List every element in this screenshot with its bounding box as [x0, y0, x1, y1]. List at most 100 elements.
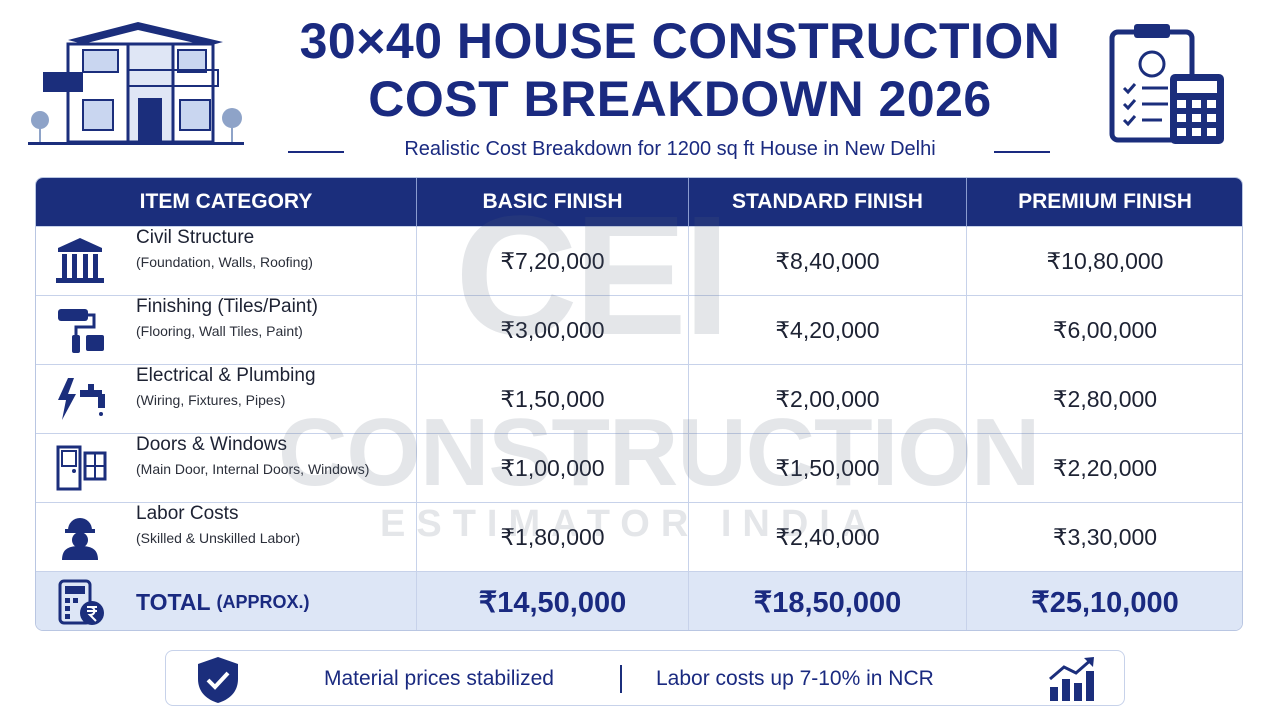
icon-shape [83, 254, 88, 278]
icon-shape [68, 518, 92, 530]
icon-shape [1192, 114, 1201, 122]
icon-shape [58, 238, 102, 248]
total-label: TOTAL [136, 588, 211, 615]
icon-shape [1177, 114, 1186, 122]
icon-shape [198, 657, 238, 703]
cost-cell: ₹1,50,000 [689, 434, 967, 503]
icon-shape [1207, 128, 1216, 136]
icon-shape [65, 529, 95, 533]
icon-shape [72, 335, 80, 353]
icon-shape [65, 606, 70, 611]
icon-shape [1122, 83, 1137, 127]
icon-shape [1086, 671, 1094, 701]
icon-shape [1207, 100, 1216, 108]
item-name: Doors & Windows [136, 434, 287, 455]
icon-shape [62, 254, 67, 278]
item-detail: (Flooring, Wall Tiles, Paint) [136, 323, 303, 339]
item-name: Finishing (Tiles/Paint) [136, 296, 318, 317]
item-detail: (Main Door, Internal Doors, Windows) [136, 461, 370, 477]
icon-shape [222, 108, 242, 128]
footer-note: Material prices stabilized [324, 667, 554, 690]
cost-cell: ₹6,00,000 [967, 296, 1242, 365]
column-header: BASIC FINISH [417, 178, 689, 227]
icon-shape [61, 450, 77, 467]
icon-shape [1049, 657, 1093, 681]
item-name: Electrical & Plumbing [136, 365, 316, 386]
icon-shape [1177, 81, 1217, 93]
item-detail: (Foundation, Walls, Roofing) [136, 254, 313, 270]
icon-shape [62, 546, 98, 560]
cost-cell: ₹2,00,000 [689, 365, 967, 434]
item-cell: Electrical & Plumbing (Wiring, Fixtures, … [36, 365, 417, 434]
icon-shape [88, 384, 94, 392]
footer-box: Material prices stabilized Labor costs u… [165, 650, 1125, 706]
row-icon [56, 238, 104, 283]
icon-shape [58, 309, 88, 321]
cost-cell: ₹1,80,000 [417, 503, 689, 572]
item-name: Labor Costs [136, 503, 239, 524]
cost-cell: ₹2,20,000 [967, 434, 1242, 503]
icon-shape [231, 124, 233, 142]
footer-divider [620, 665, 622, 693]
item-cell: Labor Costs (Skilled & Unskilled Labor) [36, 503, 417, 572]
column-header: PREMIUM FINISH [967, 178, 1242, 227]
total-cost-cell: ₹25,10,000 [967, 572, 1242, 630]
icon-shape [72, 254, 77, 278]
item-cell: Finishing (Tiles/Paint) (Flooring, Wall T… [36, 296, 417, 365]
cost-cell: ₹3,00,000 [417, 296, 689, 365]
cost-cell: ₹1,00,000 [417, 434, 689, 503]
column-header: ITEM CATEGORY [36, 178, 417, 227]
cost-table: ITEM CATEGORY BASIC FINISH STANDARD FINISH… [35, 177, 1243, 631]
title-line: COST BREAKDOWN 2026 [368, 71, 992, 127]
icon-shape [65, 598, 78, 619]
subtitle: Realistic Cost Breakdown for 1200 sq ft … [290, 138, 1050, 161]
title-line: 30×40 HOUSE CONSTRUCTION [299, 13, 1061, 69]
row-icon [56, 445, 107, 491]
icon-shape [87, 606, 97, 622]
item-detail: (Skilled & Unskilled Labor) [136, 530, 301, 546]
icon-shape [1207, 114, 1216, 122]
icon-shape [56, 445, 82, 491]
icon-shape [39, 125, 41, 142]
icon-shape [58, 248, 102, 252]
subtitle-text: Realistic Cost Breakdown for 1200 sq ft … [392, 138, 948, 161]
icon-shape [65, 598, 70, 603]
row-icon [58, 309, 104, 353]
subtitle-rule [994, 151, 1050, 153]
icon-shape [1142, 86, 1168, 122]
icon-shape [86, 335, 104, 351]
cost-cell: ₹2,80,000 [967, 365, 1242, 434]
icon-shape [82, 49, 119, 73]
icon-shape [1177, 128, 1186, 136]
total-cost-cell: ₹18,50,000 [689, 572, 967, 630]
icon-shape [74, 313, 96, 335]
icon-shape [1084, 657, 1094, 667]
cost-cell: ₹8,40,000 [689, 227, 967, 296]
footer-note: Labor costs up 7-10% in NCR [656, 667, 934, 690]
item-detail: (Wiring, Fixtures, Pipes) [136, 392, 286, 408]
icon-shape [58, 378, 76, 420]
icon-shape [127, 69, 219, 87]
icon-shape [68, 22, 223, 46]
icon-shape [1134, 24, 1170, 38]
icon-shape [1177, 100, 1216, 136]
column-header: STANDARD FINISH [689, 178, 967, 227]
cost-cell: ₹7,20,000 [417, 227, 689, 296]
growth-icon [1049, 657, 1094, 701]
house-illustration [28, 22, 244, 145]
icon-shape [99, 412, 103, 416]
icon-shape [138, 98, 162, 142]
icon-shape [206, 671, 230, 690]
icon-shape [82, 99, 114, 131]
icon-shape [56, 278, 104, 283]
total-cost-cell: ₹14,50,000 [417, 572, 689, 630]
subtitle-rule [288, 151, 344, 153]
icon-shape [177, 49, 207, 73]
shield-icon [198, 657, 238, 703]
cost-cell: ₹4,20,000 [689, 296, 967, 365]
icon-shape [80, 601, 104, 625]
cost-cell: ₹3,30,000 [967, 503, 1242, 572]
icon-shape [1050, 671, 1094, 701]
